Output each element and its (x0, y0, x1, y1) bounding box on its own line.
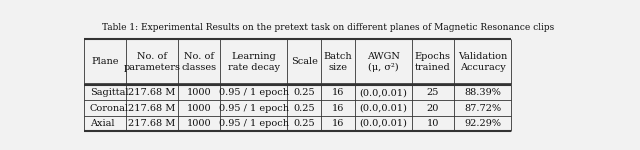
Text: 0.95 / 1 epoch: 0.95 / 1 epoch (219, 104, 289, 113)
Text: 16: 16 (332, 88, 344, 97)
Text: Sagittal: Sagittal (90, 88, 129, 97)
Text: Validation
Accuracy: Validation Accuracy (458, 52, 507, 72)
Text: Coronal: Coronal (90, 104, 129, 113)
Text: No. of
classes: No. of classes (182, 52, 217, 72)
Text: 0.25: 0.25 (293, 104, 315, 113)
Text: 1000: 1000 (187, 88, 212, 97)
Text: Scale: Scale (291, 57, 317, 66)
Text: 16: 16 (332, 119, 344, 128)
Text: 25: 25 (427, 88, 439, 97)
Text: AWGN
(μ, σ²): AWGN (μ, σ²) (367, 52, 400, 72)
Text: 87.72%: 87.72% (464, 104, 501, 113)
Text: (0.0,0.01): (0.0,0.01) (360, 119, 407, 128)
Text: 0.25: 0.25 (293, 119, 315, 128)
Text: (0.0,0.01): (0.0,0.01) (360, 104, 407, 113)
Text: 1000: 1000 (187, 104, 212, 113)
Text: Batch
size: Batch size (324, 52, 352, 72)
Text: Table 1: Experimental Results on the pretext task on different planes of Magneti: Table 1: Experimental Results on the pre… (102, 23, 554, 32)
Text: Plane: Plane (92, 57, 119, 66)
Text: No. of
parameters: No. of parameters (124, 52, 180, 72)
Text: 217.68 M: 217.68 M (129, 88, 176, 97)
Text: 88.39%: 88.39% (464, 88, 501, 97)
Text: 20: 20 (427, 104, 439, 113)
Text: 10: 10 (427, 119, 439, 128)
Text: 0.25: 0.25 (293, 88, 315, 97)
Text: 92.29%: 92.29% (464, 119, 501, 128)
Text: 1000: 1000 (187, 119, 212, 128)
Text: 0.95 / 1 epoch: 0.95 / 1 epoch (219, 119, 289, 128)
Text: 217.68 M: 217.68 M (129, 104, 176, 113)
Text: 217.68 M: 217.68 M (129, 119, 176, 128)
Text: 0.95 / 1 epoch: 0.95 / 1 epoch (219, 88, 289, 97)
Text: (0.0,0.01): (0.0,0.01) (360, 88, 407, 97)
Text: Learning
rate decay: Learning rate decay (228, 52, 280, 72)
Text: 16: 16 (332, 104, 344, 113)
Text: Epochs
trained: Epochs trained (415, 52, 451, 72)
Text: Axial: Axial (90, 119, 115, 128)
